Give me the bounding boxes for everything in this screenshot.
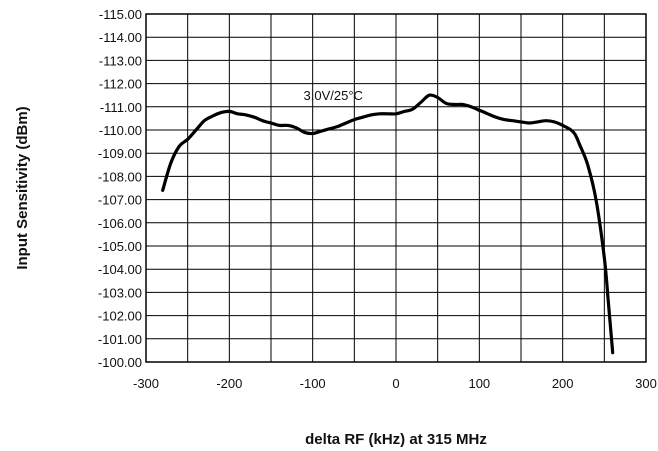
y-tick-label: -114.00 [99,30,142,45]
series-line [161,93,615,355]
y-tick-label: -106.00 [98,216,142,231]
y-tick-label: -109.00 [98,146,142,161]
y-tick-label: -104.00 [98,262,142,277]
x-tick-label: 200 [552,376,574,391]
annotation-label: 3.0V/25°C [304,88,363,103]
plot-frame [145,13,647,363]
y-tick-label: -110.00 [99,123,142,138]
x-axis-title: delta RF (kHz) at 315 MHz [305,431,487,448]
x-tick-label: 100 [468,376,490,391]
x-tick-labels: -300 -200 -100 0 100 200 300 [133,376,657,391]
x-tick-label: 0 [392,376,399,391]
y-tick-label: -100.00 [98,355,142,370]
y-tick-label: -103.00 [98,285,142,300]
grid [145,13,647,363]
y-tick-label: -107.00 [98,193,142,208]
y-tick-label: -112.00 [99,77,142,92]
y-tick-labels: -115.00 -114.00 -113.00 -112.00 -111.00 -110.… [98,7,142,370]
y-tick-label: -105.00 [98,239,142,254]
y-tick-label: -111.00 [100,100,142,115]
series-layer [161,93,615,355]
x-tick-label: -200 [216,376,242,391]
y-tick-label: -113.00 [99,53,142,68]
x-tick-label: -100 [300,376,326,391]
y-tick-label: -101.00 [98,332,142,347]
y-tick-label: -115.00 [99,7,142,22]
y-axis-title: Input Sensitivity (dBm) [14,106,31,269]
y-tick-label: -102.00 [98,309,142,324]
x-tick-label: 300 [635,376,657,391]
y-tick-label: -108.00 [98,169,142,184]
x-tick-label: -300 [133,376,159,391]
